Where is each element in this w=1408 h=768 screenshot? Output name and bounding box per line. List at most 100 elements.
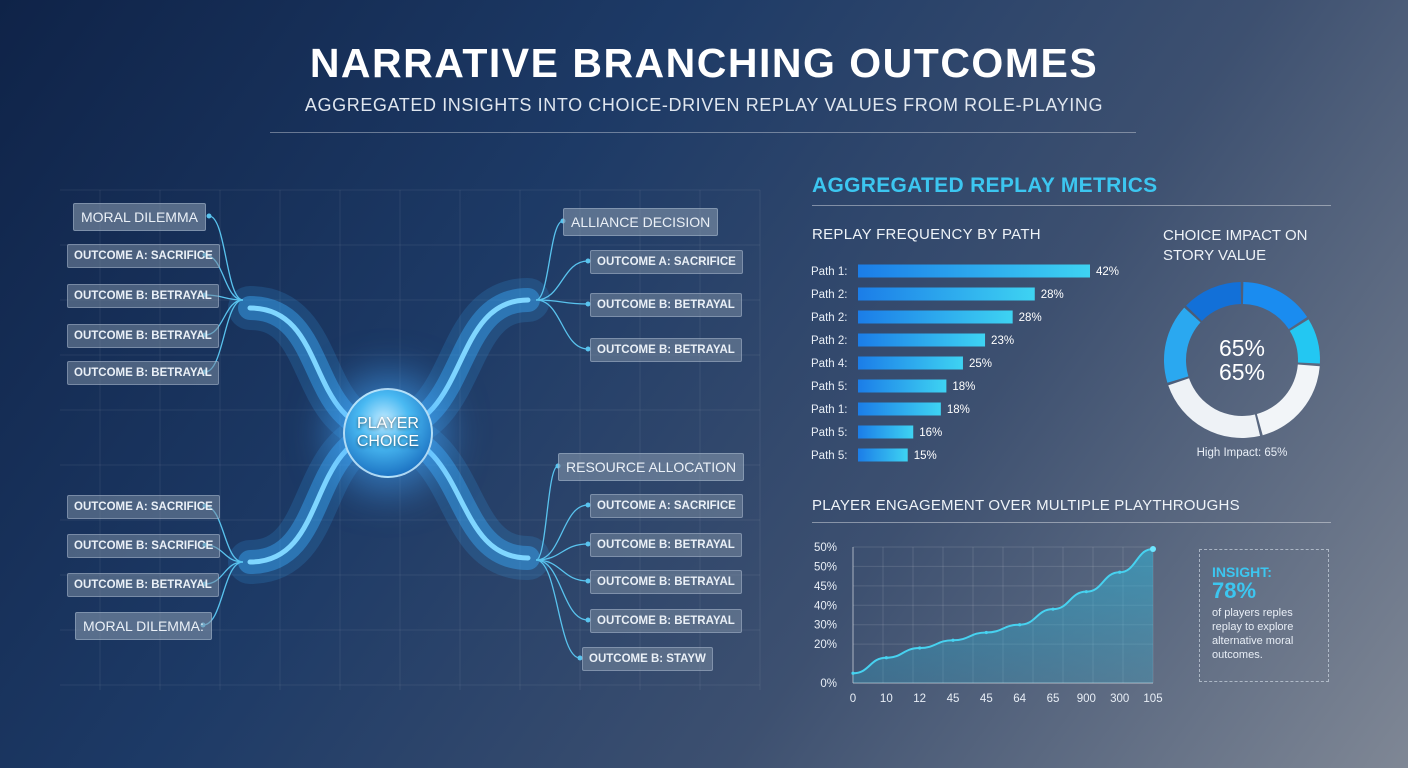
x-tick-label: 300: [1110, 693, 1129, 705]
top-left-outcome-2[interactable]: OUTCOME B: BETRAYAL: [67, 284, 219, 308]
bottom-left-outcome-3[interactable]: OUTCOME B: BETRAYAL: [67, 573, 219, 597]
bottom-right-outcome-2[interactable]: OUTCOME B: BETRAYAL: [590, 533, 742, 557]
choice-impact-donut: [1164, 282, 1320, 438]
y-tick-label: 50%: [814, 542, 837, 554]
connector-dot: [585, 346, 591, 352]
player-choice-node[interactable]: PLAYER CHOICE: [343, 388, 433, 478]
x-tick-label: 65: [1047, 693, 1060, 705]
connector-outcome: [535, 504, 589, 561]
engagement-point[interactable]: [1118, 570, 1122, 574]
top-right-heading[interactable]: ALLIANCE DECISION: [563, 208, 719, 236]
top-left-outcome-4[interactable]: OUTCOME B: BETRAYAL: [67, 361, 219, 385]
donut-center-line-1: 65%: [1218, 335, 1266, 361]
top-left-outcome-3[interactable]: OUTCOME B: BETRAYAL: [67, 324, 219, 348]
bottom-left-outcome-2[interactable]: OUTCOME B: SACRIFICE: [67, 534, 221, 558]
donut-segment-5[interactable]: [1164, 307, 1201, 383]
x-tick-label: 0: [850, 693, 856, 705]
x-tick-label: 900: [1077, 693, 1096, 705]
x-tick-label: 10: [880, 693, 893, 705]
connector-dot: [585, 301, 591, 307]
top-right-connectors: [535, 218, 591, 352]
bar-category-label: Path 4:: [811, 358, 847, 370]
replay-frequency-bar-chart: Path 1: 42% Path 2: 28% Path 2: 28% Path 2: 23%…: [811, 264, 1119, 462]
engagement-point[interactable]: [984, 630, 988, 635]
bar-category-label: Path 2:: [811, 312, 847, 324]
bar-value-label: 15%: [914, 450, 937, 462]
branching-diagram: MORAL DILEMMA OUTCOME A: SACRIFICE OUTCOME…: [0, 150, 780, 720]
bar-value-label: 16%: [919, 427, 942, 439]
engagement-chart-title: PLAYER ENGAGEMENT OVER MULTIPLE PLAYTHRO…: [812, 497, 1240, 514]
donut-segment-4[interactable]: [1168, 378, 1261, 438]
engagement-point[interactable]: [918, 646, 922, 650]
donut-segment-6[interactable]: [1186, 282, 1242, 321]
donut-center-line-2: 65%: [1218, 359, 1266, 385]
connector-heading: [535, 465, 559, 561]
engagement-point[interactable]: [851, 671, 855, 675]
connector-outcome: [535, 260, 589, 301]
bar[interactable]: [858, 264, 1090, 278]
donut-center-label: 65% 65%: [1163, 336, 1321, 384]
connector-dot: [585, 541, 591, 547]
bar-category-label: Path 5:: [811, 427, 847, 439]
bottom-right-outcome-3[interactable]: OUTCOME B: BETRAYAL: [590, 570, 742, 594]
bottom-right-connectors: [535, 463, 591, 661]
top-right-outcome-3[interactable]: OUTCOME B: BETRAYAL: [590, 338, 742, 362]
bar[interactable]: [858, 333, 986, 347]
bar[interactable]: [858, 448, 908, 462]
engagement-point[interactable]: [951, 638, 955, 642]
bottom-right-outcome-4[interactable]: OUTCOME B: BETRAYAL: [590, 609, 742, 633]
insight-label: INSIGHT:: [1212, 564, 1272, 580]
y-tick-label: 45%: [814, 581, 837, 593]
connector-heading: [535, 220, 564, 301]
header-divider: [270, 132, 1136, 133]
engagement-area: [853, 548, 1153, 683]
donut-segment-1[interactable]: [1242, 282, 1308, 330]
connector-heading: [208, 215, 244, 301]
player-choice-line-2: CHOICE: [356, 433, 420, 450]
engagement-end-point[interactable]: [1150, 545, 1156, 552]
bottom-right-heading[interactable]: RESOURCE ALLOCATION: [558, 453, 745, 481]
engagement-point[interactable]: [1084, 590, 1088, 594]
donut-segment-2[interactable]: [1289, 319, 1320, 364]
connector-outcome: [535, 299, 589, 350]
bar-value-label: 18%: [952, 381, 975, 393]
connector-dot: [585, 258, 591, 264]
engagement-point[interactable]: [1051, 607, 1055, 611]
top-left-outcome-1[interactable]: OUTCOME A: SACRIFICE: [67, 244, 220, 268]
x-tick-label: 105: [1143, 693, 1162, 705]
page-subtitle: AGGREGATED INSIGHTS INTO CHOICE-DRIVEN R…: [304, 95, 1104, 115]
bar-category-label: Path 2:: [811, 335, 847, 347]
metrics-divider: [812, 205, 1331, 206]
bar-value-label: 23%: [991, 335, 1014, 347]
top-right-outcome-1[interactable]: OUTCOME A: SACRIFICE: [590, 250, 743, 274]
bottom-right-outcome-1[interactable]: OUTCOME A: SACRIFICE: [590, 494, 743, 518]
bar[interactable]: [858, 402, 941, 416]
connector-outcome: [535, 559, 589, 621]
bar-category-label: Path 1:: [811, 404, 847, 416]
x-tick-label: 12: [913, 693, 926, 705]
y-tick-label: 40%: [814, 600, 837, 612]
x-tick-label: 45: [980, 693, 993, 705]
bottom-left-outcome-1[interactable]: OUTCOME A: SACRIFICE: [67, 495, 220, 519]
bottom-right-outcome-5[interactable]: OUTCOME B: STAYW: [582, 647, 713, 671]
insight-value: 78%: [1212, 578, 1257, 603]
bar[interactable]: [858, 310, 1013, 324]
connector-dot: [585, 502, 591, 508]
engagement-point[interactable]: [884, 656, 888, 660]
bar-category-label: Path 1:: [811, 266, 847, 278]
bar[interactable]: [858, 356, 963, 370]
engagement-line: [852, 547, 1154, 675]
top-left-heading[interactable]: MORAL DILEMMA: [73, 203, 206, 231]
top-right-outcome-2[interactable]: OUTCOME B: BETRAYAL: [590, 293, 742, 317]
bar-value-label: 28%: [1041, 289, 1064, 301]
bar[interactable]: [858, 425, 914, 439]
bar[interactable]: [858, 287, 1035, 301]
y-tick-label: 0%: [820, 678, 837, 690]
engagement-point[interactable]: [1018, 623, 1022, 627]
bottom-left-heading[interactable]: MORAL DILEMMA:: [75, 612, 212, 640]
bar-value-label: 25%: [969, 358, 992, 370]
connector-outcome: [535, 299, 589, 305]
donut-segment-3[interactable]: [1256, 364, 1320, 436]
metrics-title: AGGREGATED REPLAY METRICS: [812, 174, 1158, 197]
bar[interactable]: [858, 379, 947, 393]
